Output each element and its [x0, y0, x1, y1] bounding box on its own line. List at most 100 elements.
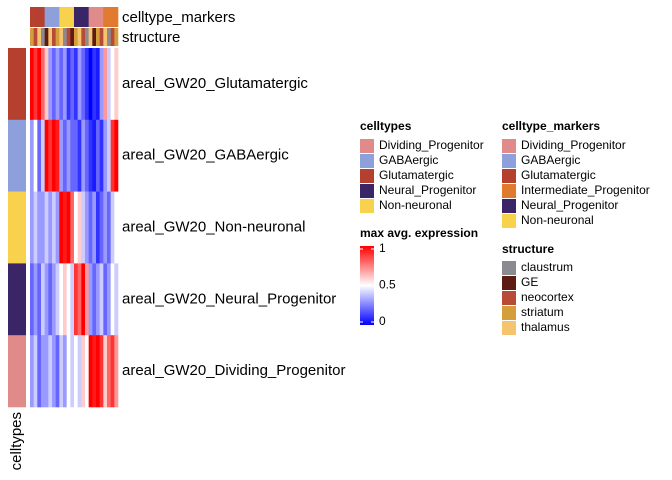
- column-annotation: [92, 7, 97, 27]
- heatmap-cell: [88, 263, 93, 336]
- heatmap-cell: [48, 48, 53, 121]
- heatmap-cell: [114, 335, 119, 408]
- heatmap-cell: [74, 119, 78, 192]
- legend-swatch: [502, 169, 516, 183]
- heatmap-cell: [85, 119, 89, 192]
- column-annotation: [44, 28, 49, 46]
- heatmap-cell: [30, 263, 34, 336]
- legend-label: Dividing_Progenitor: [521, 138, 626, 152]
- heatmap-cell: [66, 48, 71, 121]
- column-annotation: [107, 7, 111, 27]
- legend-label: Neural_Progenitor: [521, 198, 618, 212]
- column-annotation: [110, 7, 115, 27]
- heatmap-cell: [110, 335, 115, 408]
- heatmap-cell: [59, 263, 64, 336]
- legend-title: celltypes: [360, 119, 412, 133]
- heatmap-cell: [63, 48, 67, 121]
- legend-swatch: [502, 214, 516, 228]
- heatmap-cell: [88, 48, 93, 121]
- heatmap-cell: [59, 48, 64, 121]
- heatmap-cell: [48, 191, 53, 264]
- legend-title: structure: [502, 242, 554, 256]
- column-annotation: [41, 28, 45, 46]
- heatmap-cell: [44, 263, 49, 336]
- legend-label: striatum: [521, 305, 564, 319]
- heatmap-cell: [37, 191, 42, 264]
- heatmap-cell: [92, 191, 97, 264]
- heatmap-cell: [77, 48, 82, 121]
- heatmap-cell: [74, 191, 78, 264]
- column-annotation: [44, 7, 49, 27]
- heatmap-cell: [63, 191, 67, 264]
- heatmap-cell: [81, 119, 86, 192]
- legend-label: GABAergic: [521, 153, 580, 167]
- heatmap-cell: [103, 119, 108, 192]
- heatmap-cell: [103, 48, 108, 121]
- column-annotation: [96, 7, 100, 27]
- legend-title: max avg. expression: [360, 226, 478, 240]
- heatmap-cell: [107, 191, 111, 264]
- heatmap-cell: [52, 48, 56, 121]
- heatmap-cell: [55, 191, 60, 264]
- legend-label: Intermediate_Progenitor: [521, 183, 650, 197]
- heatmap-cell: [85, 335, 89, 408]
- heatmap-cell: [55, 335, 60, 408]
- heatmap-cell: [63, 119, 67, 192]
- legend-swatch: [502, 276, 516, 290]
- annotation-name: structure: [122, 29, 180, 46]
- heatmap-cell: [70, 48, 75, 121]
- column-annotation: [92, 28, 97, 46]
- legend-label: claustrum: [521, 260, 573, 274]
- legend-swatch: [502, 321, 516, 335]
- heatmap-cell: [63, 263, 67, 336]
- legend-label: Glutamatergic: [379, 168, 454, 182]
- heatmap-cell: [52, 335, 56, 408]
- heatmap-cell: [96, 335, 100, 408]
- legend-label: GE: [521, 275, 538, 289]
- heatmap-cell: [99, 48, 104, 121]
- column-annotation: [59, 7, 64, 27]
- row-annotation: [8, 263, 26, 336]
- column-annotation: [63, 7, 67, 27]
- heatmap-cell: [114, 263, 119, 336]
- row-label: areal_GW20_Glutamatergic: [122, 75, 308, 92]
- legend-swatch: [360, 139, 374, 153]
- heatmap-cell: [107, 335, 111, 408]
- heatmap-cell: [66, 263, 71, 336]
- column-annotation: [66, 28, 71, 46]
- colorbar: [360, 246, 374, 325]
- legend-label: Dividing_Progenitor: [379, 138, 484, 152]
- heatmap-cell: [81, 335, 86, 408]
- heatmap-cell: [77, 335, 82, 408]
- heatmap-cell: [81, 263, 86, 336]
- column-annotation: [52, 7, 56, 27]
- heatmap-cell: [114, 191, 119, 264]
- legend-label: neocortex: [521, 290, 574, 304]
- heatmap-cell: [74, 263, 78, 336]
- heatmap-cell: [33, 191, 38, 264]
- heatmap-cell: [41, 263, 45, 336]
- column-annotation: [88, 28, 93, 46]
- column-annotation: [103, 7, 108, 27]
- heatmap-cell: [37, 263, 42, 336]
- heatmap-cell: [92, 263, 97, 336]
- column-annotation: [96, 28, 100, 46]
- heatmap-cell: [37, 119, 42, 192]
- column-annotation: [30, 28, 34, 46]
- heatmap-cell: [59, 191, 64, 264]
- column-annotation: [52, 28, 56, 46]
- legend-swatch: [502, 154, 516, 168]
- row-label: areal_GW20_Non-neuronal: [122, 218, 305, 235]
- column-annotation: [114, 7, 119, 27]
- heatmap-cell: [33, 263, 38, 336]
- colorbar-tick-label: 0.5: [379, 278, 396, 292]
- heatmap-cell: [33, 119, 38, 192]
- heatmap-cell: [59, 335, 64, 408]
- column-annotation: [74, 7, 78, 27]
- heatmap-cell: [92, 119, 97, 192]
- heatmap-cell: [88, 191, 93, 264]
- heatmap-cell: [96, 48, 100, 121]
- column-annotation: [81, 7, 86, 27]
- heatmap-cell: [63, 335, 67, 408]
- column-annotation: [63, 28, 67, 46]
